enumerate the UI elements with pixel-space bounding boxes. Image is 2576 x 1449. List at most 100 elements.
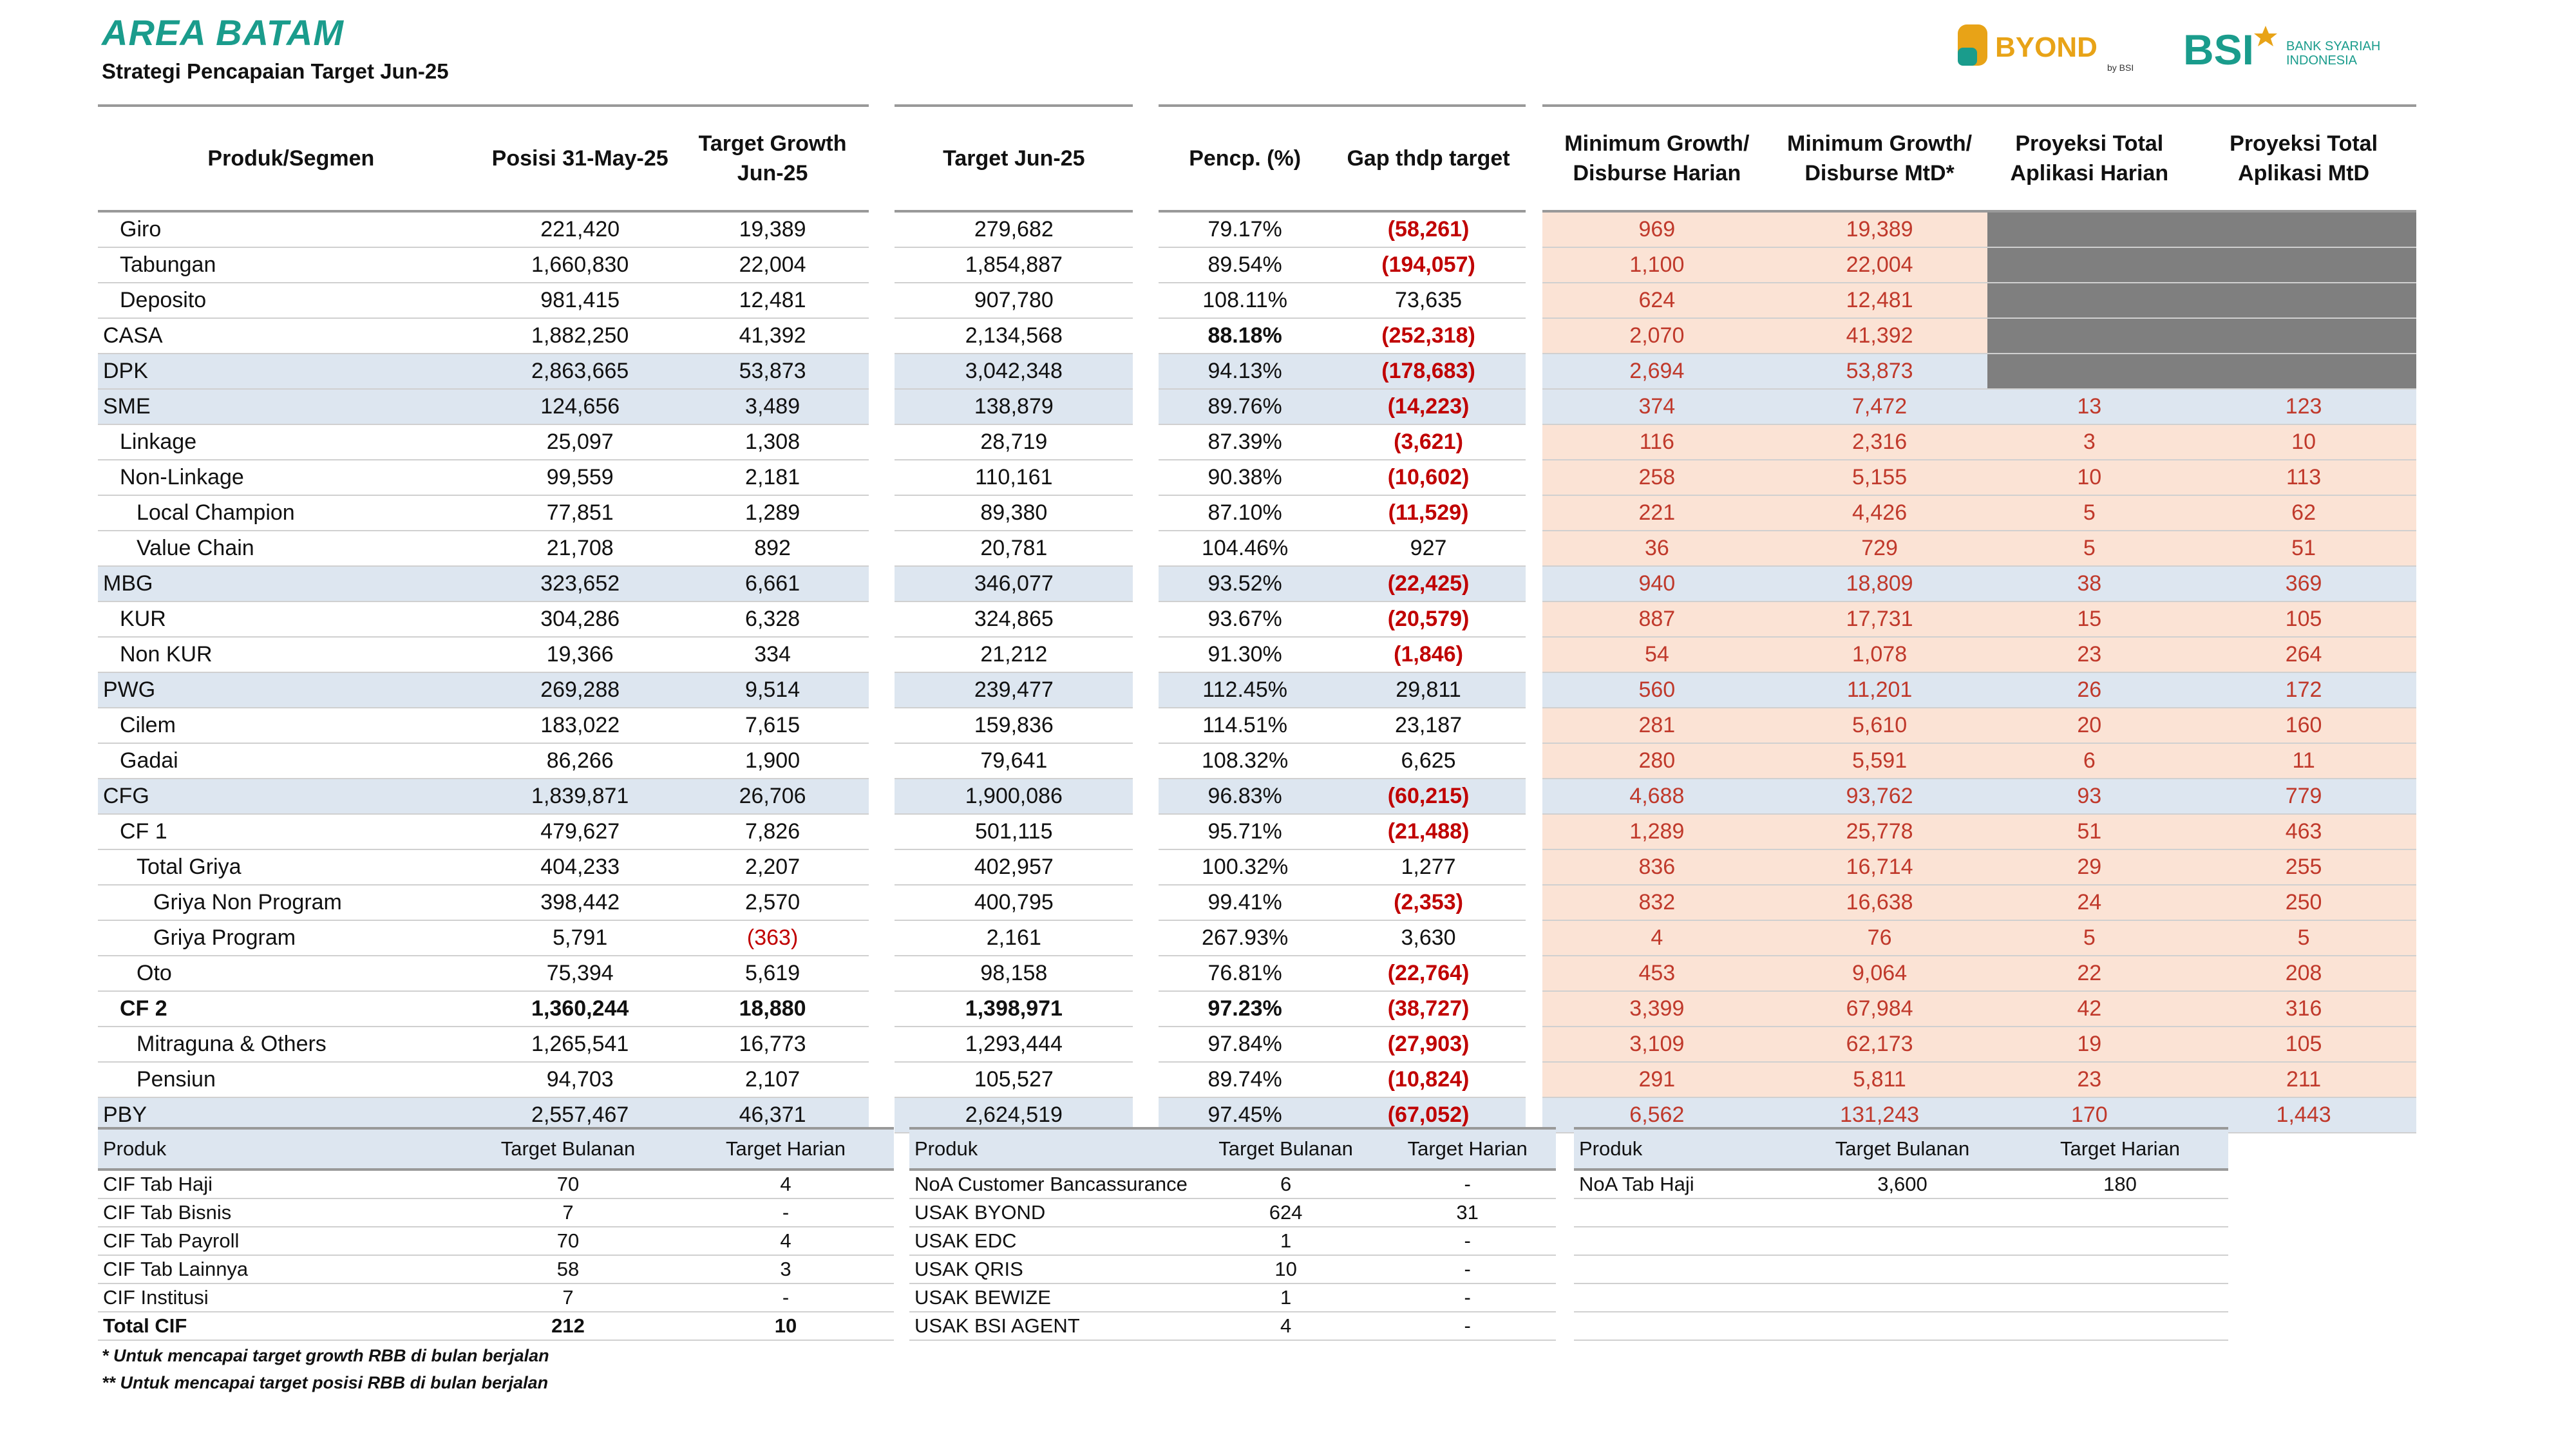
row-label: Mitraguna & Others [98,1027,484,1063]
gap-cell: (60,215) [1331,779,1526,815]
min-growth-mtd-cell: 7,472 [1771,389,1988,425]
gap-cell: 1,277 [1331,849,1526,886]
row-label: PBY [98,1097,484,1133]
cif-produk-cell: CIF Tab Payroll [98,1227,459,1256]
table-row: Pensiun 94,703 2,107 105,527 89.74% (10,824) 2… [98,1062,2416,1098]
target-growth-cell: 9,514 [676,672,869,708]
spacer-cell [1526,708,1542,743]
gap-cell: (3,621) [1331,424,1526,460]
spacer-cell [869,531,895,566]
spacer-cell [1133,779,1159,814]
table-row: Tabungan 1,660,830 22,004 1,854,887 89.54% (1… [98,247,2416,283]
proyeksi-mtd-cell: 463 [2191,814,2416,850]
spacer-cell [1526,849,1542,885]
col-proy-mtd: Proyeksi Total Aplikasi MtD [2191,104,2416,213]
posisi-cell: 25,097 [484,424,676,460]
cif-bulanan-cell: 70 [459,1227,677,1256]
noa-col-bulanan: Target Bulanan [1793,1127,2012,1171]
table-row: DPK 2,863,665 53,873 3,042,348 94.13% (178,68… [98,354,2416,390]
spacer-cell [1526,495,1542,531]
gap-cell: (10,602) [1331,460,1526,496]
usak-harian-cell: - [1379,1170,1556,1199]
cif-bulanan-cell: 70 [459,1170,677,1199]
target-cell: 21,212 [895,637,1133,673]
table-row: Mitraguna & Others 1,265,541 16,773 1,293,4… [98,1027,2416,1063]
row-label: CF 2 [98,991,484,1027]
usak-harian-cell: - [1379,1255,1556,1284]
table-row: Griya Non Program 398,442 2,570 400,795 99.4… [98,885,2416,921]
proyeksi-harian-cell: 5 [1987,531,2192,567]
cif-bulanan-cell: 7 [459,1283,677,1312]
cif-harian-cell: - [677,1198,894,1227]
page-title: AREA BATAM [102,12,345,53]
proyeksi-harian-cell: 3 [1987,424,2192,460]
bsi-logo: BSI BANK SYARIAH INDONESIA [2183,26,2380,73]
proyeksi-mtd-cell: 113 [2191,460,2416,496]
gap-cell: 6,625 [1331,743,1526,779]
spacer-cell [1526,354,1542,389]
usak-harian-cell: - [1379,1312,1556,1341]
cif-harian-cell: - [677,1283,894,1312]
noa-bulanan-cell [1793,1312,2012,1341]
posisi-cell: 2,557,467 [484,1097,676,1133]
proyeksi-mtd-cell: 779 [2191,779,2416,815]
gap-cell: (10,824) [1331,1062,1526,1098]
spacer-cell [869,318,895,354]
spacer-cell [1133,283,1159,318]
spacer-cell [869,389,895,424]
target-cell: 138,879 [895,389,1133,425]
cif-bulanan-cell: 7 [459,1198,677,1227]
min-growth-mtd-cell: 2,316 [1771,424,1988,460]
proyeksi-mtd-cell: 211 [2191,1062,2416,1098]
posisi-cell: 1,360,244 [484,991,676,1027]
target-cell: 110,161 [895,460,1133,496]
posisi-cell: 221,420 [484,211,676,248]
noa-col-harian: Target Harian [2012,1127,2228,1171]
proyeksi-mtd-cell: 1,443 [2191,1097,2416,1133]
spacer-cell [1133,672,1159,708]
col-spacer [1526,106,1542,211]
min-growth-mtd-cell: 67,984 [1771,991,1988,1027]
pencapaian-cell: 97.84% [1159,1027,1332,1063]
cif-col-bulanan: Target Bulanan [459,1127,677,1171]
col-min-harian: Minimum Growth/ Disburse Harian [1542,104,1772,213]
noa-target-table: Produk Target Bulanan Target Harian NoA … [1574,1127,2228,1341]
posisi-cell: 479,627 [484,814,676,850]
min-growth-harian-cell: 560 [1542,672,1772,708]
row-label: Griya Non Program [98,885,484,921]
proyeksi-harian-cell: 42 [1987,991,2192,1027]
target-cell: 105,527 [895,1062,1133,1098]
proyeksi-mtd-cell: 250 [2191,885,2416,921]
target-cell: 2,624,519 [895,1097,1133,1133]
cif-produk-cell: CIF Tab Haji [98,1170,459,1199]
proyeksi-harian-cell: 38 [1987,566,2192,602]
bsi-logo-line1: BANK SYARIAH [2286,39,2380,53]
pencapaian-cell: 87.10% [1159,495,1332,531]
min-growth-mtd-cell: 16,638 [1771,885,1988,921]
pencapaian-cell: 96.83% [1159,779,1332,815]
star-icon [2254,26,2277,46]
spacer-cell [1133,849,1159,885]
footnote-1: * Untuk mencapai target growth RBB di bu… [102,1346,549,1365]
proyeksi-mtd-cell: 10 [2191,424,2416,460]
min-growth-harian-cell: 1,289 [1542,814,1772,850]
row-label: Pensiun [98,1062,484,1098]
noa-produk-cell [1574,1255,1793,1284]
gap-cell: (2,353) [1331,885,1526,921]
cif-harian-cell: 4 [677,1227,894,1256]
proyeksi-mtd-cell: 208 [2191,956,2416,992]
proyeksi-harian-cell: 20 [1987,708,2192,744]
table-row: CFG 1,839,871 26,706 1,900,086 96.83% (60,215… [98,779,2416,815]
posisi-cell: 1,265,541 [484,1027,676,1063]
cif-row: Total CIF 212 10 [98,1312,894,1341]
pencapaian-cell: 97.45% [1159,1097,1332,1133]
spacer-cell [869,566,895,601]
cif-row: CIF Tab Haji 70 4 [98,1170,894,1199]
min-growth-mtd-cell: 19,389 [1771,211,1988,248]
min-growth-mtd-cell: 62,173 [1771,1027,1988,1063]
cif-bulanan-cell: 212 [459,1312,677,1341]
target-growth-cell: 53,873 [676,354,869,390]
min-growth-mtd-cell: 53,873 [1771,354,1988,390]
min-growth-harian-cell: 374 [1542,389,1772,425]
spacer-cell [869,354,895,389]
